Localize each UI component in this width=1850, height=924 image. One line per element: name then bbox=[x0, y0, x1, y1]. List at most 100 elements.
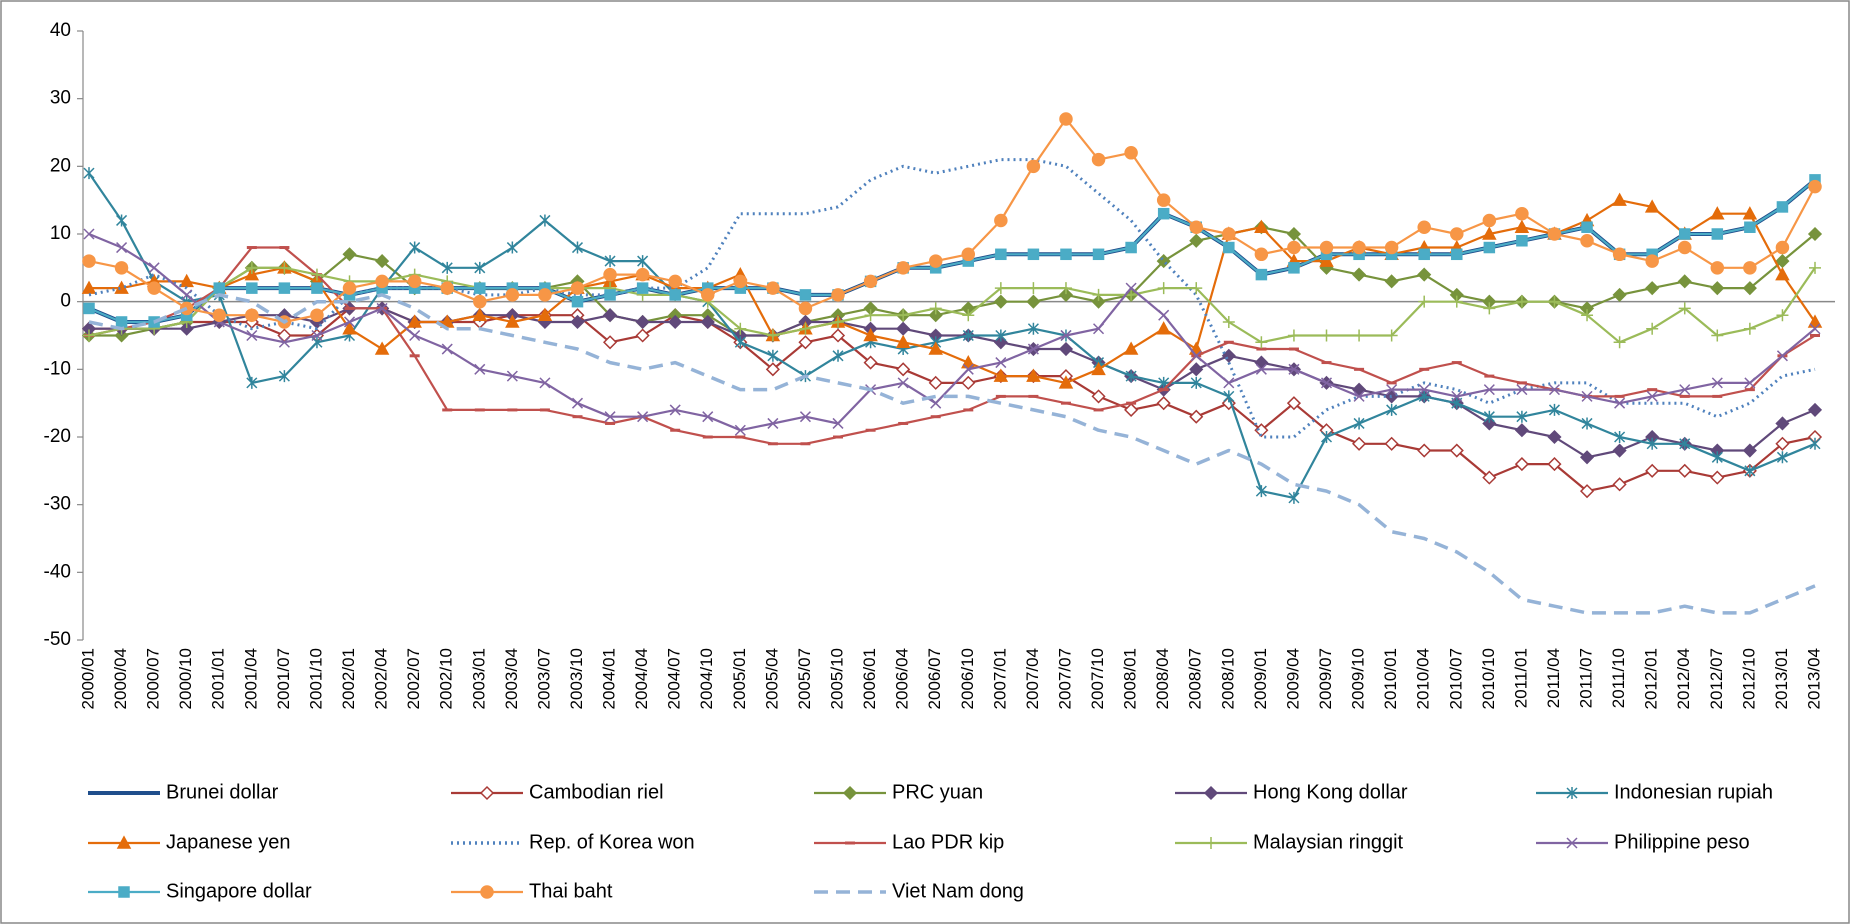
marker bbox=[407, 314, 422, 328]
marker bbox=[311, 329, 323, 342]
x-tick-label: 2002/01 bbox=[339, 648, 358, 709]
marker bbox=[1157, 282, 1170, 295]
x-tick-label: 2005/04 bbox=[762, 648, 781, 709]
marker bbox=[1483, 302, 1496, 315]
marker bbox=[842, 785, 858, 801]
marker bbox=[961, 247, 976, 262]
legend-label: PRC yuan bbox=[892, 781, 983, 803]
marker bbox=[1744, 221, 1756, 233]
marker bbox=[734, 322, 747, 335]
x-tick-label: 2012/10 bbox=[1739, 648, 1758, 709]
marker bbox=[1156, 321, 1171, 335]
marker bbox=[961, 375, 976, 390]
marker bbox=[1384, 436, 1399, 451]
marker bbox=[896, 362, 911, 377]
marker bbox=[179, 273, 194, 288]
marker bbox=[767, 417, 779, 429]
marker bbox=[1483, 410, 1495, 423]
marker bbox=[83, 167, 95, 180]
marker bbox=[832, 349, 844, 362]
marker bbox=[1254, 219, 1269, 233]
marker bbox=[116, 242, 128, 254]
marker bbox=[181, 289, 193, 301]
x-tick-label: 2005/07 bbox=[795, 648, 814, 709]
marker bbox=[245, 261, 258, 274]
marker bbox=[1060, 248, 1072, 261]
marker bbox=[213, 282, 226, 294]
marker bbox=[245, 308, 259, 322]
marker bbox=[537, 307, 553, 321]
marker bbox=[1027, 343, 1039, 355]
x-tick-label: 2002/07 bbox=[404, 648, 423, 709]
marker bbox=[1417, 220, 1431, 234]
marker bbox=[342, 281, 357, 295]
marker bbox=[928, 341, 943, 355]
marker bbox=[1417, 443, 1432, 458]
marker bbox=[1483, 241, 1496, 254]
marker bbox=[1645, 281, 1660, 296]
marker bbox=[1809, 437, 1821, 450]
marker bbox=[1548, 403, 1561, 416]
marker bbox=[767, 349, 779, 362]
marker bbox=[1093, 323, 1105, 335]
marker bbox=[1386, 384, 1398, 396]
marker bbox=[604, 411, 616, 423]
marker bbox=[1353, 329, 1366, 342]
marker bbox=[1059, 112, 1073, 126]
marker bbox=[863, 355, 878, 370]
legend-entry: Viet Nam dong bbox=[814, 880, 1024, 902]
marker bbox=[1581, 390, 1593, 402]
legend-label: Philippine peso bbox=[1614, 831, 1750, 853]
marker bbox=[474, 282, 486, 294]
series bbox=[88, 293, 1816, 615]
marker bbox=[375, 274, 389, 289]
x-tick-label: 2011/01 bbox=[1511, 648, 1530, 708]
y-tick-label: -10 bbox=[44, 358, 71, 379]
marker bbox=[474, 261, 486, 274]
marker bbox=[1027, 322, 1039, 335]
marker bbox=[1612, 287, 1627, 302]
marker bbox=[1255, 485, 1267, 498]
y-tick-label: 30 bbox=[50, 88, 71, 109]
x-tick-label: 2013/01 bbox=[1772, 648, 1791, 709]
marker bbox=[342, 247, 357, 262]
marker bbox=[734, 424, 746, 436]
marker bbox=[1255, 363, 1267, 375]
marker bbox=[1742, 443, 1757, 458]
x-tick-label: 2004/04 bbox=[632, 648, 651, 709]
marker bbox=[82, 254, 96, 268]
marker bbox=[1775, 436, 1790, 451]
x-tick-label: 2007/07 bbox=[1055, 648, 1074, 709]
marker bbox=[1286, 226, 1302, 242]
marker bbox=[798, 301, 813, 316]
legend-entry: Japanese yen bbox=[88, 831, 291, 853]
x-tick-label: 2013/04 bbox=[1804, 648, 1823, 709]
x-tick-label: 2003/10 bbox=[567, 648, 586, 709]
marker bbox=[441, 343, 453, 355]
marker bbox=[1254, 423, 1269, 438]
marker bbox=[1677, 274, 1692, 289]
legend-label: Viet Nam dong bbox=[892, 880, 1024, 902]
marker bbox=[538, 288, 552, 302]
marker bbox=[1807, 402, 1823, 417]
marker bbox=[244, 267, 260, 281]
marker bbox=[342, 321, 357, 335]
x-tick-label: 2007/10 bbox=[1088, 648, 1107, 709]
marker bbox=[115, 316, 128, 328]
marker bbox=[1646, 437, 1658, 450]
marker bbox=[1710, 470, 1725, 485]
marker bbox=[1710, 261, 1725, 275]
marker bbox=[1775, 240, 1790, 255]
marker bbox=[669, 404, 681, 416]
marker bbox=[1091, 361, 1106, 376]
x-tick-label: 2004/10 bbox=[697, 648, 716, 709]
marker bbox=[1776, 309, 1789, 322]
marker bbox=[995, 248, 1007, 261]
marker bbox=[1205, 837, 1217, 849]
marker bbox=[506, 241, 518, 254]
marker bbox=[604, 289, 616, 301]
marker bbox=[505, 314, 520, 328]
legend-label: Rep. of Korea won bbox=[529, 831, 695, 853]
marker bbox=[118, 886, 130, 898]
series bbox=[83, 228, 1821, 436]
